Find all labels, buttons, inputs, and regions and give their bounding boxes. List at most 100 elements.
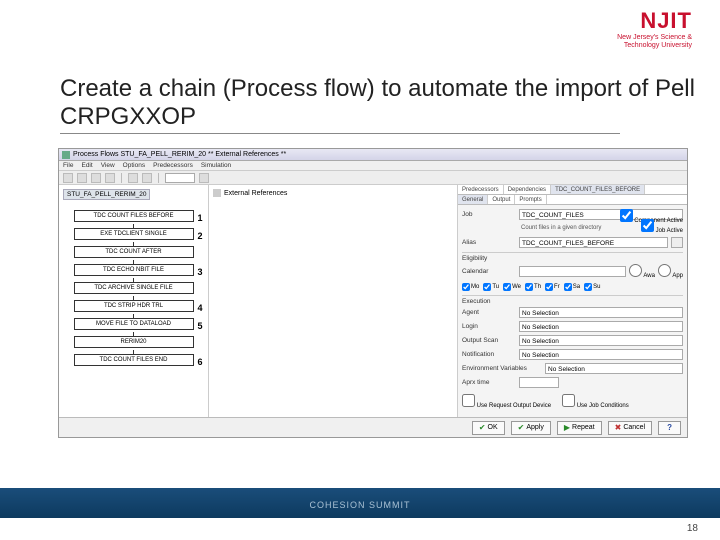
chk-fr[interactable]: Fr: [545, 283, 560, 291]
page-number: 18: [683, 523, 702, 534]
toolbar-btn-6[interactable]: [142, 173, 152, 183]
toolbar-btn-7[interactable]: [199, 173, 209, 183]
apply-button[interactable]: ✔Apply: [511, 421, 551, 435]
flow-box-0[interactable]: TDC COUNT FILES BEFORE1: [74, 210, 194, 222]
toolbar-sep: [121, 173, 122, 183]
aprx-field[interactable]: [519, 377, 559, 388]
tab-general[interactable]: General: [458, 195, 488, 204]
scan-field[interactable]: No Selection: [519, 335, 683, 346]
body-area: STU_FA_PELL_RERIM_20 TDC COUNT FILES BEF…: [59, 185, 687, 417]
menu-predecessors[interactable]: Predecessors: [153, 162, 193, 169]
ok-button[interactable]: ✔OK: [472, 421, 505, 435]
job-label: Job: [462, 211, 516, 218]
tab-dependencies[interactable]: Dependencies: [504, 185, 551, 194]
window-title: Process Flows STU_FA_PELL_RERIM_20 ** Ex…: [73, 151, 286, 158]
chk-output-device[interactable]: Use Request Output Device: [462, 394, 551, 409]
flow-container: TDC COUNT FILES BEFORE1 EXE TDCLIENT SING…: [63, 210, 204, 366]
chk-sa[interactable]: Sa: [564, 283, 580, 291]
tab-output[interactable]: Output: [488, 195, 515, 204]
njit-logo: NJIT New Jersey's Science & Technology U…: [617, 8, 692, 49]
menu-file[interactable]: File: [63, 162, 73, 169]
day-checks: Mo Tu We Th Fr Sa Su: [462, 283, 683, 291]
check-icon: ✔: [518, 422, 525, 434]
chk-tu[interactable]: Tu: [483, 283, 499, 291]
mid-pane: External References: [209, 185, 457, 417]
aprx-label: Aprx time: [462, 379, 516, 386]
toolbar-btn-1[interactable]: [63, 173, 73, 183]
execution-section: Execution: [462, 295, 683, 305]
rp-tabs-2: General Output Prompts: [458, 195, 687, 205]
breadcrumb[interactable]: STU_FA_PELL_RERIM_20: [63, 189, 150, 200]
tab-predecessors[interactable]: Predecessors: [458, 185, 504, 194]
flow-box-6[interactable]: MOVE FILE TO DATALOAD5: [74, 318, 194, 330]
notif-label: Notification: [462, 351, 516, 358]
flow-num-6: 5: [197, 321, 202, 331]
app-radio[interactable]: App: [658, 264, 683, 279]
toolbar-input[interactable]: [165, 173, 195, 183]
env-field[interactable]: No Selection: [545, 363, 683, 374]
flow-num-8: 6: [197, 357, 202, 367]
login-field[interactable]: No Selection: [519, 321, 683, 332]
flow-box-2[interactable]: TDC COUNT AFTER: [74, 246, 194, 258]
flow-num-0: 1: [197, 213, 202, 223]
calendar-field[interactable]: [519, 266, 626, 277]
title-underline: [60, 133, 620, 134]
chk-job-conditions[interactable]: Use Job Conditions: [562, 394, 629, 409]
mid-header-text: External References: [224, 190, 287, 197]
folder-icon: [213, 189, 221, 197]
flow-box-5[interactable]: TDC STRIP HDR TRL4: [74, 300, 194, 312]
calendar-label: Calendar: [462, 268, 516, 275]
eligibility-section: Eligibility: [462, 252, 683, 262]
menubar: File Edit View Options Predecessors Simu…: [59, 161, 687, 171]
chk-mo[interactable]: Mo: [462, 283, 479, 291]
scan-label: Output Scan: [462, 337, 516, 344]
toolbar-btn-3[interactable]: [91, 173, 101, 183]
repeat-button[interactable]: ▶Repeat: [557, 421, 602, 435]
awa-radio[interactable]: Awa: [629, 264, 655, 279]
help-icon: ?: [667, 422, 672, 434]
flow-box-1[interactable]: EXE TDCLIENT SINGLE2: [74, 228, 194, 240]
flow-num-1: 2: [197, 231, 202, 241]
alias-btn[interactable]: [671, 237, 683, 248]
cancel-button[interactable]: ✖Cancel: [608, 421, 653, 435]
toolbar-btn-5[interactable]: [128, 173, 138, 183]
menu-view[interactable]: View: [101, 162, 115, 169]
flow-num-5: 4: [197, 303, 202, 313]
menu-options[interactable]: Options: [123, 162, 145, 169]
footer-text: COHESION SUMMIT: [0, 500, 720, 510]
tab-prompts[interactable]: Prompts: [515, 195, 546, 204]
tab-component[interactable]: TDC_COUNT_FILES_BEFORE: [551, 185, 645, 194]
mid-header: External References: [213, 189, 453, 197]
check-icon: ✔: [479, 422, 486, 434]
alias-field[interactable]: TDC_COUNT_FILES_BEFORE: [519, 237, 668, 248]
flow-box-8[interactable]: TDC COUNT FILES END6: [74, 354, 194, 366]
chk-su[interactable]: Su: [584, 283, 600, 291]
notif-field[interactable]: No Selection: [519, 349, 683, 360]
toolbar-btn-4[interactable]: [105, 173, 115, 183]
rp-tabs-1: Predecessors Dependencies TDC_COUNT_FILE…: [458, 185, 687, 195]
close-icon: ✖: [615, 422, 622, 434]
agent-label: Agent: [462, 309, 516, 316]
logo-sub2: Technology University: [617, 42, 692, 50]
slide-title: Create a chain (Process flow) to automat…: [60, 75, 700, 134]
chk-th[interactable]: Th: [525, 283, 541, 291]
menu-simulation[interactable]: Simulation: [201, 162, 231, 169]
flow-box-7[interactable]: RERIM20: [74, 336, 194, 348]
slide-title-text: Create a chain (Process flow) to automat…: [60, 75, 695, 130]
help-button[interactable]: ?: [658, 421, 681, 435]
app-window: Process Flows STU_FA_PELL_RERIM_20 ** Ex…: [58, 148, 688, 438]
agent-field[interactable]: No Selection: [519, 307, 683, 318]
toolbar-btn-2[interactable]: [77, 173, 87, 183]
button-row: ✔OK ✔Apply ▶Repeat ✖Cancel ?: [59, 417, 687, 437]
flow-box-3[interactable]: TDC ECHO NBIT FILE3: [74, 264, 194, 276]
alias-label: Alias: [462, 239, 516, 246]
job-active-check[interactable]: Job Active: [641, 219, 683, 234]
login-label: Login: [462, 323, 516, 330]
rp-body: Component Active Job TDC_COUNT_FILES Job…: [458, 205, 687, 417]
env-label: Environment Variables: [462, 365, 542, 372]
flow-box-4[interactable]: TDC ARCHIVE SINGLE FILE: [74, 282, 194, 294]
toolbar: [59, 171, 687, 185]
chk-we[interactable]: We: [503, 283, 521, 291]
menu-edit[interactable]: Edit: [81, 162, 92, 169]
window-icon: [62, 151, 70, 159]
